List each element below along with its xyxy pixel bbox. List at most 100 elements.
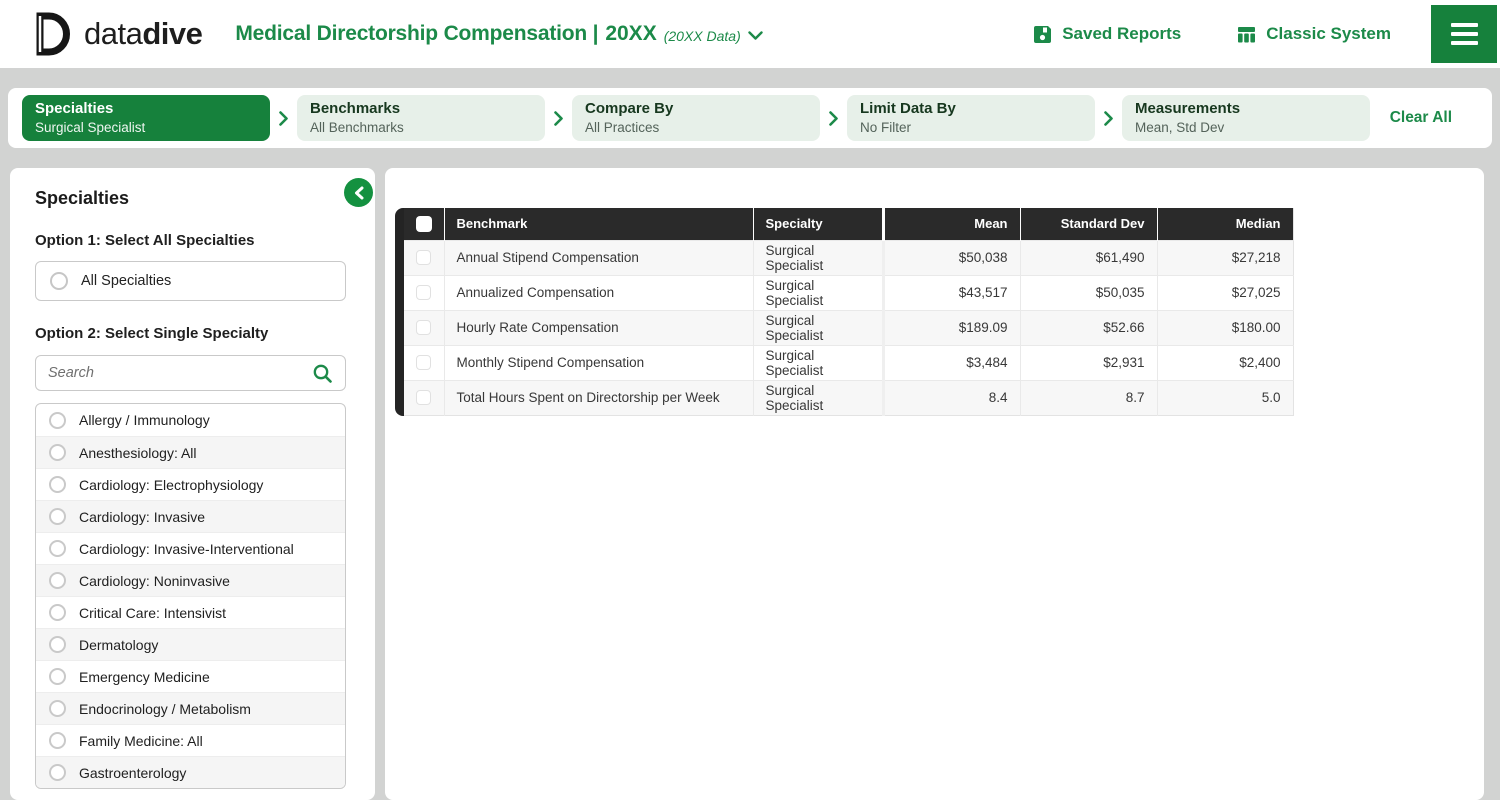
specialty-label: Cardiology: Electrophysiology: [79, 476, 264, 493]
saved-reports-label: Saved Reports: [1062, 24, 1182, 43]
step-subtitle: No Filter: [860, 119, 912, 135]
radio-button[interactable]: [49, 604, 66, 621]
list-item[interactable]: Critical Care: Intensivist: [36, 596, 345, 628]
step-subtitle: All Benchmarks: [310, 119, 404, 135]
saved-reports-button[interactable]: Saved Reports: [1032, 24, 1181, 45]
search-icon[interactable]: [312, 363, 333, 384]
list-item[interactable]: Emergency Medicine: [36, 660, 345, 692]
logo-text-dive: dive: [142, 16, 203, 51]
list-item[interactable]: Endocrinology / Metabolism: [36, 692, 345, 724]
page-title-year: 20XX: [605, 22, 657, 45]
radio-button[interactable]: [49, 732, 66, 749]
specialty-cell: Surgical Specialist: [752, 379, 883, 415]
benchmark-cell: Total Hours Spent on Directorship per We…: [443, 379, 753, 415]
radio-button[interactable]: [49, 636, 66, 653]
row-checkbox[interactable]: [416, 285, 431, 300]
all-specialties-label: All Specialties: [81, 273, 172, 289]
step-title: Benchmarks: [310, 100, 401, 118]
specialty-label: Cardiology: Invasive-Interventional: [79, 540, 294, 557]
table-row: Total Hours Spent on Directorship per We…: [404, 379, 1293, 415]
step-specialties[interactable]: Specialties Surgical Specialist: [22, 95, 270, 141]
datadive-logo-icon: [36, 12, 70, 56]
table-header-row: Benchmark Specialty Mean Standard Dev Me…: [404, 208, 1293, 240]
list-item[interactable]: Cardiology: Noninvasive: [36, 564, 345, 596]
page-title: Medical Directorship Compensation |: [235, 22, 599, 45]
mean-cell: 8.4: [881, 379, 1020, 415]
specialty-label: Dermatology: [79, 636, 159, 653]
step-title: Compare By: [585, 100, 674, 118]
list-item[interactable]: Dermatology: [36, 628, 345, 660]
radio-button[interactable]: [50, 272, 68, 290]
benchmark-cell: Hourly Rate Compensation: [443, 309, 753, 345]
classic-system-label: Classic System: [1266, 24, 1391, 43]
select-all-checkbox[interactable]: [416, 215, 432, 232]
table-row: Annualized Compensation Surgical Special…: [404, 274, 1293, 310]
specialty-label: Family Medicine: All: [79, 732, 203, 749]
radio-button[interactable]: [49, 444, 66, 461]
step-subtitle: Mean, Std Dev: [1135, 119, 1225, 135]
chevron-right-icon: [829, 110, 838, 126]
radio-button[interactable]: [49, 668, 66, 685]
specialty-list: Allergy / Immunology Anesthesiology: All…: [35, 403, 346, 789]
radio-button[interactable]: [49, 764, 66, 781]
std-dev-cell: $52.66: [1019, 309, 1157, 345]
step-title: Measurements: [1135, 100, 1241, 118]
step-compare-by[interactable]: Compare By All Practices: [572, 95, 820, 141]
list-item[interactable]: Allergy / Immunology: [36, 404, 345, 436]
list-item[interactable]: Cardiology: Invasive-Interventional: [36, 532, 345, 564]
specialty-label: Cardiology: Noninvasive: [79, 572, 230, 589]
step-benchmarks[interactable]: Benchmarks All Benchmarks: [297, 95, 545, 141]
column-header-standard-dev: Standard Dev: [1019, 208, 1157, 240]
radio-button[interactable]: [49, 508, 66, 525]
chevron-right-icon: [279, 110, 288, 126]
row-checkbox[interactable]: [416, 390, 431, 405]
logo-wordmark: datadive: [84, 16, 203, 52]
specialty-label: Anesthesiology: All: [79, 444, 197, 461]
classic-system-button[interactable]: Classic System: [1236, 24, 1391, 45]
step-title: Specialties: [35, 100, 114, 118]
median-cell: $2,400: [1156, 344, 1293, 380]
std-dev-cell: $2,931: [1019, 344, 1157, 380]
row-checkbox[interactable]: [416, 355, 431, 370]
radio-button[interactable]: [49, 476, 66, 493]
specialty-search-box: [35, 355, 346, 391]
benchmark-cell: Annual Stipend Compensation: [443, 239, 753, 275]
step-subtitle: Surgical Specialist: [35, 119, 146, 135]
median-cell: $180.00: [1156, 309, 1293, 345]
step-measurements[interactable]: Measurements Mean, Std Dev: [1122, 95, 1370, 141]
list-item[interactable]: Anesthesiology: All: [36, 436, 345, 468]
row-checkbox[interactable]: [416, 320, 431, 335]
step-title: Limit Data By: [860, 100, 956, 118]
radio-button[interactable]: [49, 572, 66, 589]
std-dev-cell: $50,035: [1019, 274, 1157, 310]
list-item[interactable]: Cardiology: Electrophysiology: [36, 468, 345, 500]
radio-button[interactable]: [49, 700, 66, 717]
hamburger-icon: [1450, 23, 1478, 27]
specialty-label: Gastroenterology: [79, 764, 187, 781]
specialty-label: Endocrinology / Metabolism: [79, 700, 251, 717]
benchmark-table: Benchmark Specialty Mean Standard Dev Me…: [395, 208, 1294, 416]
specialty-label: Critical Care: Intensivist: [79, 604, 227, 621]
search-input[interactable]: [48, 365, 312, 381]
list-item[interactable]: Gastroenterology: [36, 756, 345, 788]
chevron-down-icon[interactable]: [748, 31, 763, 41]
list-item[interactable]: Cardiology: Invasive: [36, 500, 345, 532]
report-title-group: Medical Directorship Compensation | 20XX…: [235, 22, 763, 46]
header-actions: Saved Reports Classic System: [1032, 24, 1391, 45]
menu-button[interactable]: [1431, 5, 1497, 63]
clear-all-button[interactable]: Clear All: [1389, 109, 1452, 126]
column-header-benchmark: Benchmark: [443, 208, 753, 240]
table-row: Monthly Stipend Compensation Surgical Sp…: [404, 344, 1293, 380]
radio-button[interactable]: [49, 540, 66, 557]
row-checkbox[interactable]: [416, 250, 431, 265]
step-limit-data-by[interactable]: Limit Data By No Filter: [847, 95, 1095, 141]
all-specialties-option[interactable]: All Specialties: [35, 261, 346, 301]
chevron-right-icon: [1104, 110, 1113, 126]
radio-button[interactable]: [49, 411, 66, 429]
collapse-sidebar-button[interactable]: [344, 178, 373, 207]
logo-text-data: data: [84, 16, 143, 51]
list-item[interactable]: Family Medicine: All: [36, 724, 345, 756]
mean-cell: $50,038: [881, 239, 1020, 275]
results-panel: Benchmark Specialty Mean Standard Dev Me…: [385, 168, 1484, 800]
page-title-meta: (20XX Data): [663, 27, 741, 44]
